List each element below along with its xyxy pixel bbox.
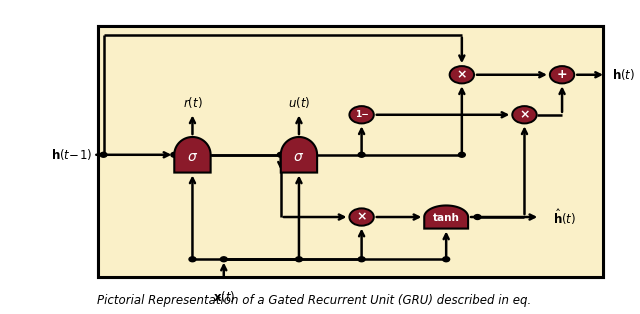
- Circle shape: [443, 257, 450, 262]
- Circle shape: [277, 152, 284, 157]
- Text: $\hat{\mathbf{h}}(t)$: $\hat{\mathbf{h}}(t)$: [553, 207, 576, 227]
- Polygon shape: [174, 137, 211, 173]
- Circle shape: [450, 66, 474, 84]
- Text: $\sigma$: $\sigma$: [187, 150, 198, 164]
- Text: tanh: tanh: [433, 213, 460, 223]
- Circle shape: [171, 152, 178, 157]
- Circle shape: [474, 214, 481, 219]
- Circle shape: [296, 257, 303, 262]
- Circle shape: [521, 112, 528, 117]
- Text: $\mathbf{h}(t\!-\!1)$: $\mathbf{h}(t\!-\!1)$: [51, 147, 92, 162]
- Text: $\mathbf{x}(t)$: $\mathbf{x}(t)$: [212, 290, 235, 305]
- Polygon shape: [424, 205, 468, 229]
- Circle shape: [100, 152, 107, 157]
- Circle shape: [358, 257, 365, 262]
- Circle shape: [349, 106, 374, 123]
- Circle shape: [189, 257, 196, 262]
- FancyBboxPatch shape: [99, 26, 603, 277]
- Circle shape: [358, 152, 365, 157]
- Text: ×: ×: [356, 210, 367, 224]
- Text: Pictorial Representation of a Gated Recurrent Unit (GRU) described in eq.: Pictorial Representation of a Gated Recu…: [97, 294, 532, 307]
- Text: ×: ×: [456, 68, 467, 81]
- FancyBboxPatch shape: [99, 26, 603, 277]
- Polygon shape: [281, 137, 317, 173]
- Text: $\mathbf{h}(t)$: $\mathbf{h}(t)$: [612, 67, 636, 82]
- Circle shape: [349, 208, 374, 226]
- Text: $\sigma$: $\sigma$: [293, 150, 305, 164]
- Text: $u(t)$: $u(t)$: [288, 95, 310, 110]
- Circle shape: [512, 106, 537, 123]
- Circle shape: [458, 152, 465, 157]
- Text: $r(t)$: $r(t)$: [182, 95, 202, 110]
- Circle shape: [550, 66, 574, 84]
- Text: 1−: 1−: [355, 110, 369, 119]
- Text: +: +: [557, 68, 568, 81]
- Circle shape: [220, 257, 227, 262]
- Text: ×: ×: [519, 108, 530, 121]
